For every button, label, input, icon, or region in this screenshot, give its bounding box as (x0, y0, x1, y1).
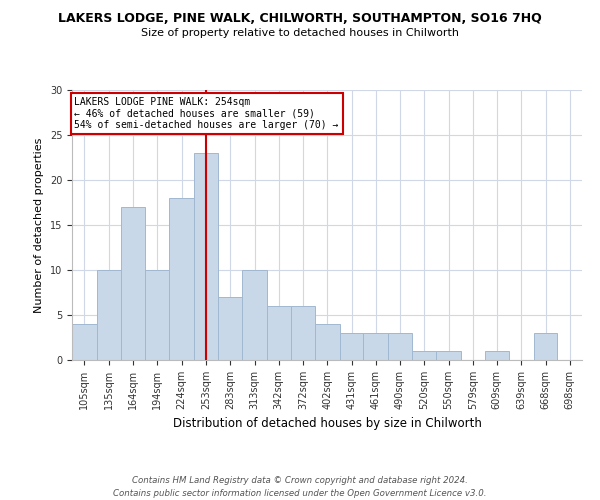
Bar (485, 351, 509, 360)
Bar (242, 270, 267, 360)
Bar (169, 198, 194, 360)
Bar (315, 324, 340, 360)
Bar (218, 297, 242, 360)
Bar (388, 333, 412, 360)
Text: LAKERS LODGE, PINE WALK, CHILWORTH, SOUTHAMPTON, SO16 7HQ: LAKERS LODGE, PINE WALK, CHILWORTH, SOUT… (58, 12, 542, 26)
Bar (97, 270, 121, 360)
X-axis label: Distribution of detached houses by size in Chilworth: Distribution of detached houses by size … (173, 418, 481, 430)
Text: Contains HM Land Registry data © Crown copyright and database right 2024.
Contai: Contains HM Land Registry data © Crown c… (113, 476, 487, 498)
Bar (194, 153, 218, 360)
Bar (267, 306, 290, 360)
Bar (364, 333, 388, 360)
Y-axis label: Number of detached properties: Number of detached properties (34, 138, 44, 312)
Text: LAKERS LODGE PINE WALK: 254sqm
← 46% of detached houses are smaller (59)
54% of : LAKERS LODGE PINE WALK: 254sqm ← 46% of … (74, 97, 339, 130)
Bar (534, 333, 557, 360)
Bar (340, 333, 364, 360)
Bar (412, 351, 436, 360)
Text: Size of property relative to detached houses in Chilworth: Size of property relative to detached ho… (141, 28, 459, 38)
Bar (145, 270, 169, 360)
Bar (436, 351, 461, 360)
Bar (72, 324, 97, 360)
Bar (290, 306, 315, 360)
Bar (121, 207, 145, 360)
